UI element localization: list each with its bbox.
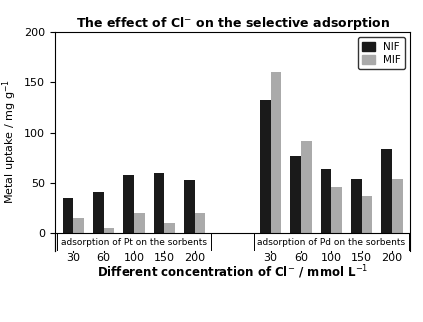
Text: 60: 60 [294,253,308,263]
Text: 30: 30 [264,253,277,263]
Bar [382,149,392,233]
Bar [73,218,84,233]
Legend: NIF, MIF: NIF, MIF [358,37,405,69]
Bar [321,169,331,233]
Text: 200: 200 [184,253,205,263]
Text: 150: 150 [351,253,372,263]
Text: Different concentration of Cl$^{-}$ / mmol L$^{-1}$: Different concentration of Cl$^{-}$ / mm… [97,263,368,281]
Bar [57,233,212,251]
Bar [195,213,205,233]
Bar [351,179,362,233]
Title: The effect of Cl$^{-}$ on the selective adsorption: The effect of Cl$^{-}$ on the selective … [76,14,390,32]
Bar [124,175,134,233]
Bar [93,192,104,233]
Bar [164,223,175,233]
Text: 60: 60 [96,253,110,263]
Bar [331,187,342,233]
Bar [271,72,281,233]
Text: 100: 100 [321,253,342,263]
Bar [134,213,145,233]
Bar [184,180,195,233]
Bar [63,198,73,233]
Bar [260,100,271,233]
Bar [254,233,409,251]
Text: 200: 200 [382,253,403,263]
Bar [301,141,312,233]
Y-axis label: Metal uptake / mg g$^{-1}$: Metal uptake / mg g$^{-1}$ [0,79,19,204]
Text: 150: 150 [154,253,175,263]
Bar [290,156,301,233]
Text: 100: 100 [124,253,144,263]
Text: adsorption of Pd on the sorbents: adsorption of Pd on the sorbents [257,238,405,247]
Bar [362,196,372,233]
Bar [104,228,114,233]
Text: adsorption of Pt on the sorbents: adsorption of Pt on the sorbents [61,238,207,247]
Bar [392,179,403,233]
Bar [154,173,164,233]
Text: 30: 30 [66,253,80,263]
